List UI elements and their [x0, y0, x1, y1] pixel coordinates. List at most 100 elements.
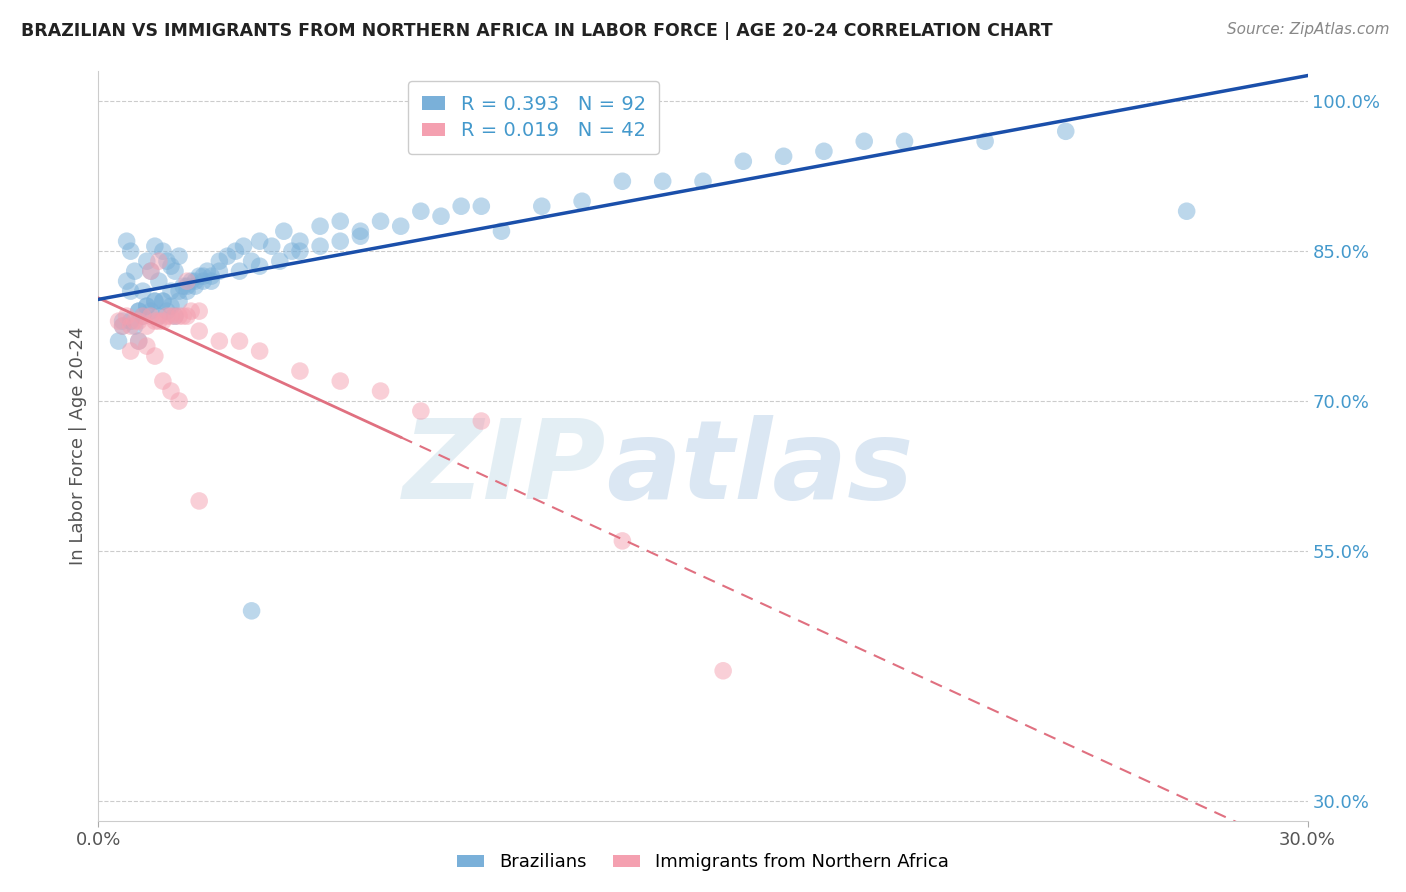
Point	[208, 264, 231, 278]
Point	[132, 284, 155, 298]
Point	[143, 314, 166, 328]
Point	[148, 274, 170, 288]
Point	[135, 339, 157, 353]
Point	[288, 364, 311, 378]
Point	[208, 254, 231, 268]
Point	[281, 244, 304, 259]
Point	[309, 219, 332, 234]
Point	[120, 314, 142, 328]
Point	[260, 239, 283, 253]
Point	[156, 254, 179, 268]
Point	[176, 274, 198, 288]
Point	[152, 294, 174, 309]
Point	[152, 244, 174, 259]
Point	[143, 294, 166, 309]
Point	[148, 254, 170, 268]
Point	[370, 214, 392, 228]
Point	[132, 309, 155, 323]
Point	[120, 319, 142, 334]
Point	[160, 259, 183, 273]
Point	[176, 284, 198, 298]
Point	[128, 304, 150, 318]
Point	[139, 264, 162, 278]
Point	[167, 309, 190, 323]
Legend: R = 0.393   N = 92, R = 0.019   N = 42: R = 0.393 N = 92, R = 0.019 N = 42	[408, 81, 659, 154]
Point	[188, 304, 211, 318]
Point	[200, 274, 222, 288]
Text: BRAZILIAN VS IMMIGRANTS FROM NORTHERN AFRICA IN LABOR FORCE | AGE 20-24 CORRELAT: BRAZILIAN VS IMMIGRANTS FROM NORTHERN AF…	[21, 22, 1053, 40]
Point	[974, 134, 997, 148]
Text: atlas: atlas	[606, 415, 914, 522]
Point	[329, 214, 352, 228]
Point	[249, 234, 271, 248]
Point	[195, 264, 218, 278]
Point	[128, 334, 150, 348]
Point	[249, 259, 271, 273]
Point	[135, 319, 157, 334]
Point	[163, 309, 186, 323]
Point	[111, 314, 134, 328]
Point	[176, 309, 198, 323]
Point	[409, 404, 432, 418]
Point	[450, 199, 472, 213]
Point	[772, 149, 794, 163]
Point	[409, 204, 432, 219]
Point	[163, 264, 186, 278]
Point	[692, 174, 714, 188]
Point	[107, 314, 129, 328]
Point	[430, 209, 453, 223]
Point	[172, 279, 194, 293]
Point	[893, 134, 915, 148]
Point	[180, 274, 202, 288]
Point	[232, 239, 254, 253]
Point	[160, 384, 183, 398]
Point	[120, 344, 142, 359]
Point	[470, 414, 492, 428]
Point	[711, 664, 734, 678]
Point	[128, 304, 150, 318]
Point	[208, 334, 231, 348]
Point	[288, 244, 311, 259]
Point	[124, 314, 146, 328]
Point	[200, 269, 222, 284]
Point	[389, 219, 412, 234]
Point	[813, 145, 835, 159]
Text: Source: ZipAtlas.com: Source: ZipAtlas.com	[1226, 22, 1389, 37]
Point	[188, 324, 211, 338]
Point	[152, 374, 174, 388]
Point	[172, 309, 194, 323]
Point	[349, 229, 371, 244]
Point	[1175, 204, 1198, 219]
Point	[571, 194, 593, 209]
Point	[143, 349, 166, 363]
Point	[491, 224, 513, 238]
Point	[135, 299, 157, 313]
Point	[612, 533, 634, 548]
Point	[139, 309, 162, 323]
Point	[128, 334, 150, 348]
Point	[193, 274, 215, 288]
Point	[167, 394, 190, 409]
Point	[115, 234, 138, 248]
Point	[160, 299, 183, 313]
Point	[188, 494, 211, 508]
Point	[349, 224, 371, 238]
Point	[124, 264, 146, 278]
Point	[853, 134, 876, 148]
Point	[156, 304, 179, 318]
Point	[143, 294, 166, 309]
Point	[163, 309, 186, 323]
Point	[111, 319, 134, 334]
Point	[228, 264, 250, 278]
Point	[228, 334, 250, 348]
Point	[152, 294, 174, 309]
Point	[124, 319, 146, 334]
Point	[180, 304, 202, 318]
Point	[160, 284, 183, 298]
Point	[156, 309, 179, 323]
Point	[329, 234, 352, 248]
Point	[120, 244, 142, 259]
Point	[152, 314, 174, 328]
Point	[167, 284, 190, 298]
Point	[651, 174, 673, 188]
